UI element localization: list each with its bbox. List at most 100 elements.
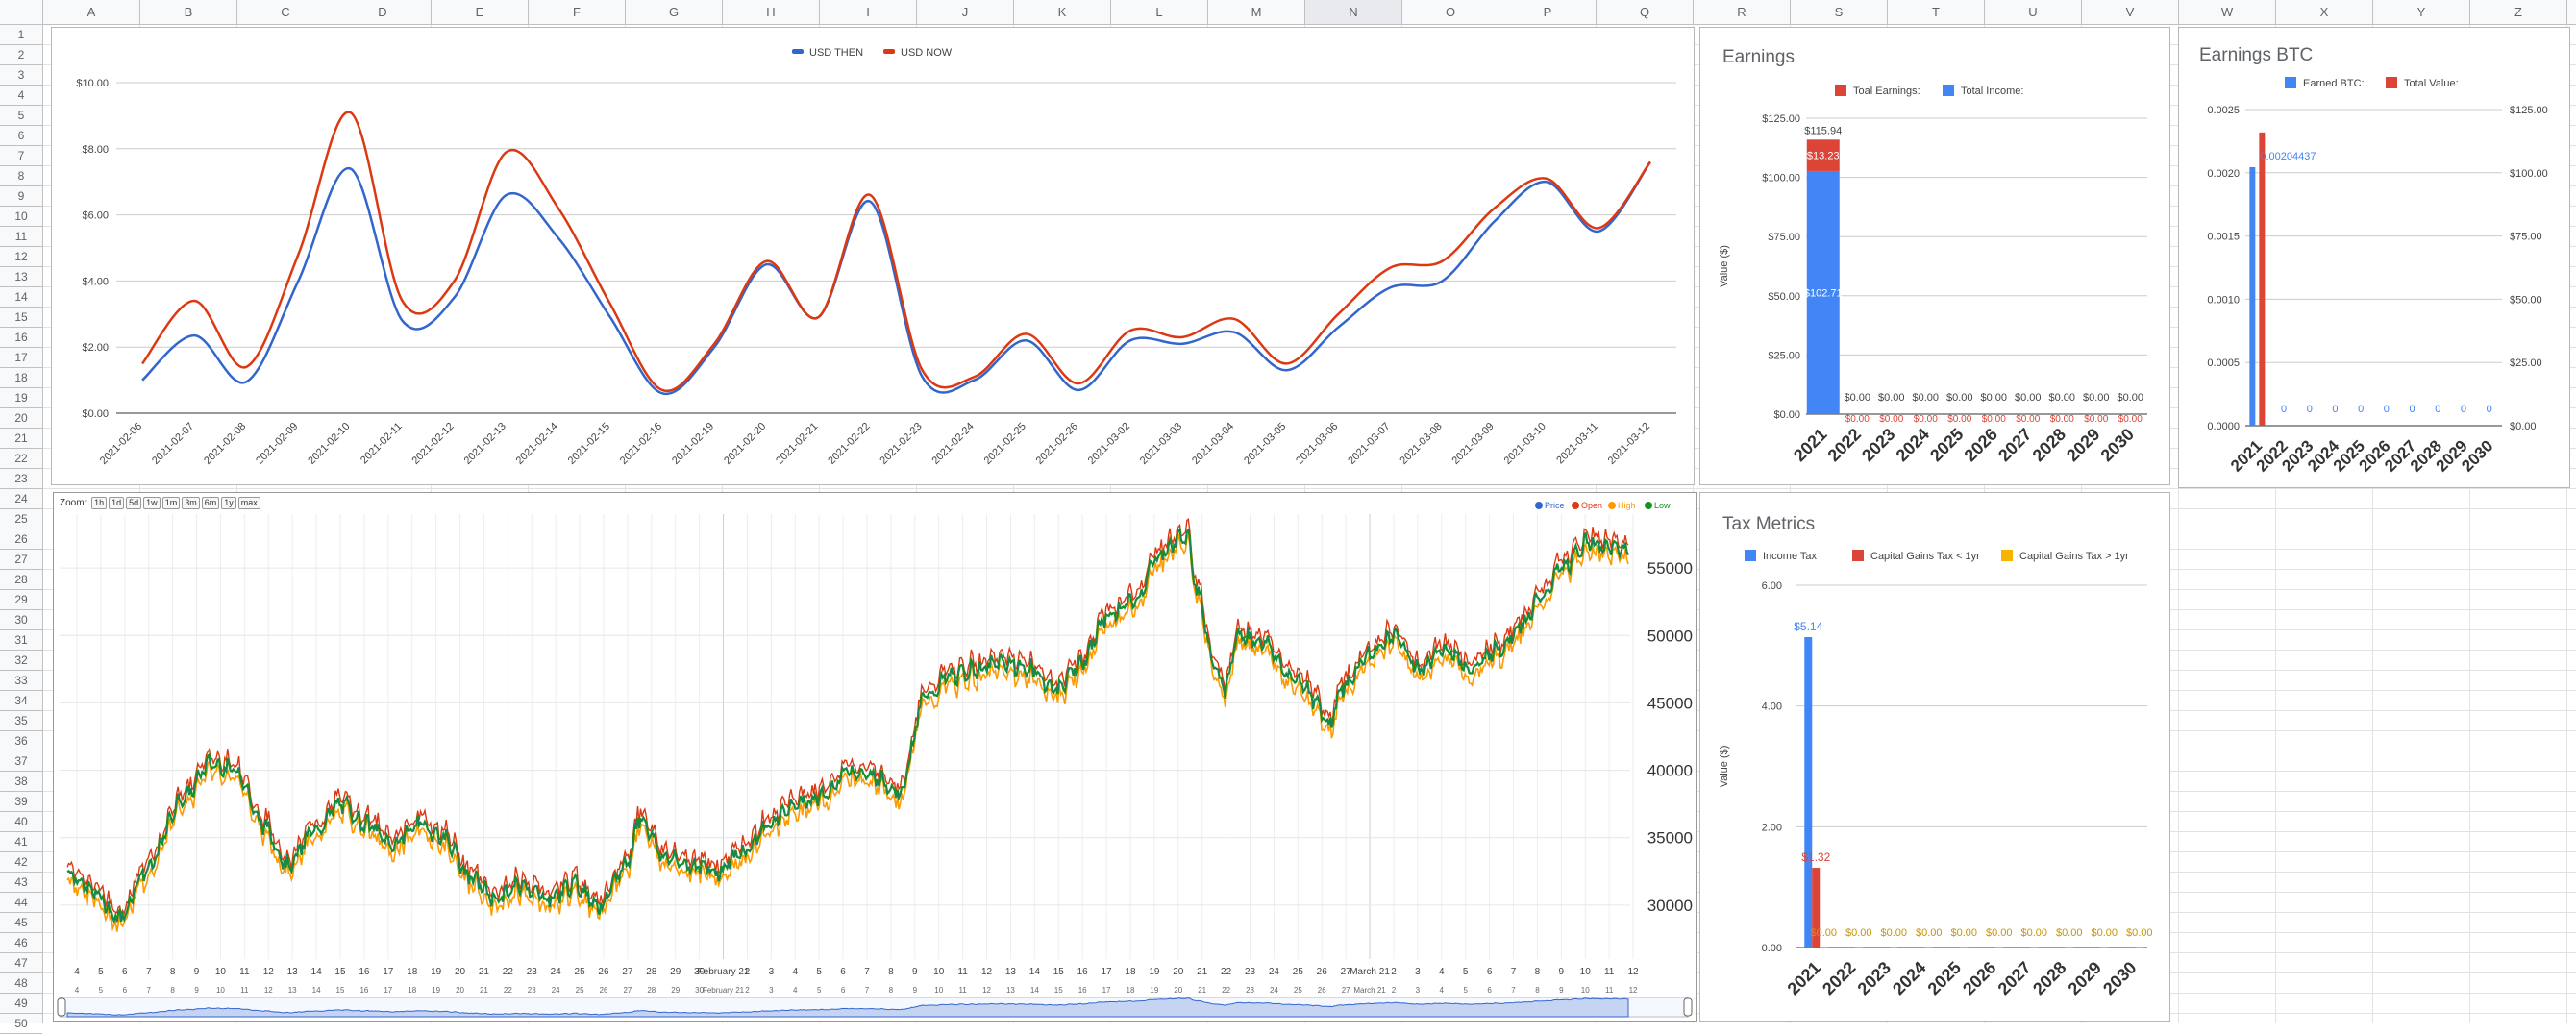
- column-header-s[interactable]: S: [1791, 0, 1888, 24]
- line-chart-panel[interactable]: $0.00 $2.00 $4.00 $6.00 $8.00 $10.00 2021-02-0…: [51, 27, 1695, 485]
- row-header-50[interactable]: 50: [0, 1014, 42, 1034]
- row-header-20[interactable]: 20: [0, 408, 42, 429]
- row-header-11[interactable]: 11: [0, 227, 42, 247]
- column-header-l[interactable]: L: [1111, 0, 1208, 24]
- row-header-18[interactable]: 18: [0, 368, 42, 388]
- earnings-btc-chart-panel[interactable]: Earnings BTC 0.0000 $0.00 0.0005 $25.00 0.00…: [2178, 27, 2570, 488]
- zoom-button-1h[interactable]: 1h: [91, 497, 108, 509]
- row-header-23[interactable]: 23: [0, 469, 42, 489]
- x-tick-label: 9: [194, 967, 200, 977]
- column-header-j[interactable]: J: [917, 0, 1014, 24]
- row-header-21[interactable]: 21: [0, 429, 42, 449]
- row-header-32[interactable]: 32: [0, 651, 42, 671]
- row-header-46[interactable]: 46: [0, 933, 42, 953]
- row-header-34[interactable]: 34: [0, 691, 42, 711]
- row-header-27[interactable]: 27: [0, 550, 42, 570]
- column-header-e[interactable]: E: [432, 0, 529, 24]
- column-header-f[interactable]: F: [529, 0, 626, 24]
- zoom-button-5d[interactable]: 5d: [126, 497, 142, 509]
- row-header-19[interactable]: 19: [0, 388, 42, 408]
- row-header-9[interactable]: 9: [0, 186, 42, 207]
- row-header-12[interactable]: 12: [0, 247, 42, 267]
- zoom-button-6m[interactable]: 6m: [201, 497, 220, 509]
- row-header-25[interactable]: 25: [0, 509, 42, 529]
- row-header-26[interactable]: 26: [0, 529, 42, 550]
- row-header-6[interactable]: 6: [0, 126, 42, 146]
- row-header-13[interactable]: 13: [0, 267, 42, 287]
- row-header-4[interactable]: 4: [0, 86, 42, 106]
- row-header-29[interactable]: 29: [0, 590, 42, 610]
- column-header-r[interactable]: R: [1694, 0, 1791, 24]
- row-header-43[interactable]: 43: [0, 873, 42, 893]
- tax-metrics-chart-panel[interactable]: Tax Metrics 0.00 2.00 4.00 6.00 Value ($) Inc…: [1699, 492, 2170, 1022]
- column-header-c[interactable]: C: [237, 0, 334, 24]
- column-header-k[interactable]: K: [1014, 0, 1111, 24]
- column-header-v[interactable]: V: [2082, 0, 2179, 24]
- row-header-38[interactable]: 38: [0, 772, 42, 792]
- column-header-g[interactable]: G: [626, 0, 723, 24]
- select-all-corner[interactable]: [0, 0, 43, 25]
- y-tick-label: $2.00: [82, 342, 109, 354]
- row-header-35[interactable]: 35: [0, 711, 42, 731]
- row-header-17[interactable]: 17: [0, 348, 42, 368]
- y-tick-label: $4.00: [82, 276, 109, 287]
- zoom-button-1y[interactable]: 1y: [221, 497, 236, 509]
- column-header-o[interactable]: O: [1402, 0, 1499, 24]
- row-header-5[interactable]: 5: [0, 106, 42, 126]
- column-header-x[interactable]: X: [2276, 0, 2373, 24]
- row-header-24[interactable]: 24: [0, 489, 42, 509]
- row-header-41[interactable]: 41: [0, 832, 42, 852]
- row-header-31[interactable]: 31: [0, 630, 42, 651]
- x-tick-label: 24: [1269, 967, 1280, 977]
- zoom-button-max[interactable]: max: [237, 497, 260, 509]
- column-header-u[interactable]: U: [1985, 0, 2082, 24]
- column-header-n[interactable]: N: [1305, 0, 1402, 24]
- zoom-button-1d[interactable]: 1d: [109, 497, 125, 509]
- row-header-14[interactable]: 14: [0, 287, 42, 308]
- column-header-m[interactable]: M: [1208, 0, 1305, 24]
- column-header-d[interactable]: D: [334, 0, 432, 24]
- x-tick-label: 11: [1604, 967, 1615, 977]
- row-header-44[interactable]: 44: [0, 893, 42, 913]
- row-header-37[interactable]: 37: [0, 751, 42, 772]
- row-header-15[interactable]: 15: [0, 308, 42, 328]
- earnings-chart-panel[interactable]: Earnings $0.00 $25.00 $50.00 $75.00 $100.00 $…: [1699, 27, 2170, 485]
- row-header-16[interactable]: 16: [0, 328, 42, 348]
- column-header-h[interactable]: H: [723, 0, 820, 24]
- row-header-33[interactable]: 33: [0, 671, 42, 691]
- x-tick-label: 4: [74, 967, 80, 977]
- row-header-49[interactable]: 49: [0, 994, 42, 1014]
- column-header-i[interactable]: I: [820, 0, 917, 24]
- row-header-47[interactable]: 47: [0, 953, 42, 973]
- row-header-22[interactable]: 22: [0, 449, 42, 469]
- chart-title: Earnings: [1722, 47, 1795, 67]
- zoom-button-3m[interactable]: 3m: [182, 497, 200, 509]
- column-header-y[interactable]: Y: [2373, 0, 2470, 24]
- row-header-2[interactable]: 2: [0, 45, 42, 65]
- row-header-10[interactable]: 10: [0, 207, 42, 227]
- row-header-40[interactable]: 40: [0, 812, 42, 832]
- column-header-a[interactable]: A: [43, 0, 140, 24]
- row-header-36[interactable]: 36: [0, 731, 42, 751]
- column-header-p[interactable]: P: [1499, 0, 1597, 24]
- column-header-b[interactable]: B: [140, 0, 237, 24]
- zoom-button-1w[interactable]: 1w: [143, 497, 161, 509]
- row-header-39[interactable]: 39: [0, 792, 42, 812]
- x-tick-label: 2021-03-07: [1346, 421, 1392, 467]
- btc-price-chart-panel[interactable]: Zoom: 1h 1d 5d 1w 1m 3m 6m 1y max 4 4 5 5 6 6 7 7 8 8 9 9 10…: [53, 492, 1697, 1022]
- row-header-48[interactable]: 48: [0, 973, 42, 994]
- row-header-3[interactable]: 3: [0, 65, 42, 86]
- row-header-30[interactable]: 30: [0, 610, 42, 630]
- zoom-button-1m[interactable]: 1m: [161, 497, 181, 509]
- row-header-42[interactable]: 42: [0, 852, 42, 873]
- column-header-z[interactable]: Z: [2470, 0, 2567, 24]
- y-tick-label-left: 0.0025: [2207, 105, 2240, 116]
- column-header-w[interactable]: W: [2179, 0, 2276, 24]
- row-header-45[interactable]: 45: [0, 913, 42, 933]
- column-header-t[interactable]: T: [1888, 0, 1985, 24]
- row-header-28[interactable]: 28: [0, 570, 42, 590]
- column-header-q[interactable]: Q: [1597, 0, 1694, 24]
- row-header-7[interactable]: 7: [0, 146, 42, 166]
- row-header-1[interactable]: 1: [0, 25, 42, 45]
- row-header-8[interactable]: 8: [0, 166, 42, 186]
